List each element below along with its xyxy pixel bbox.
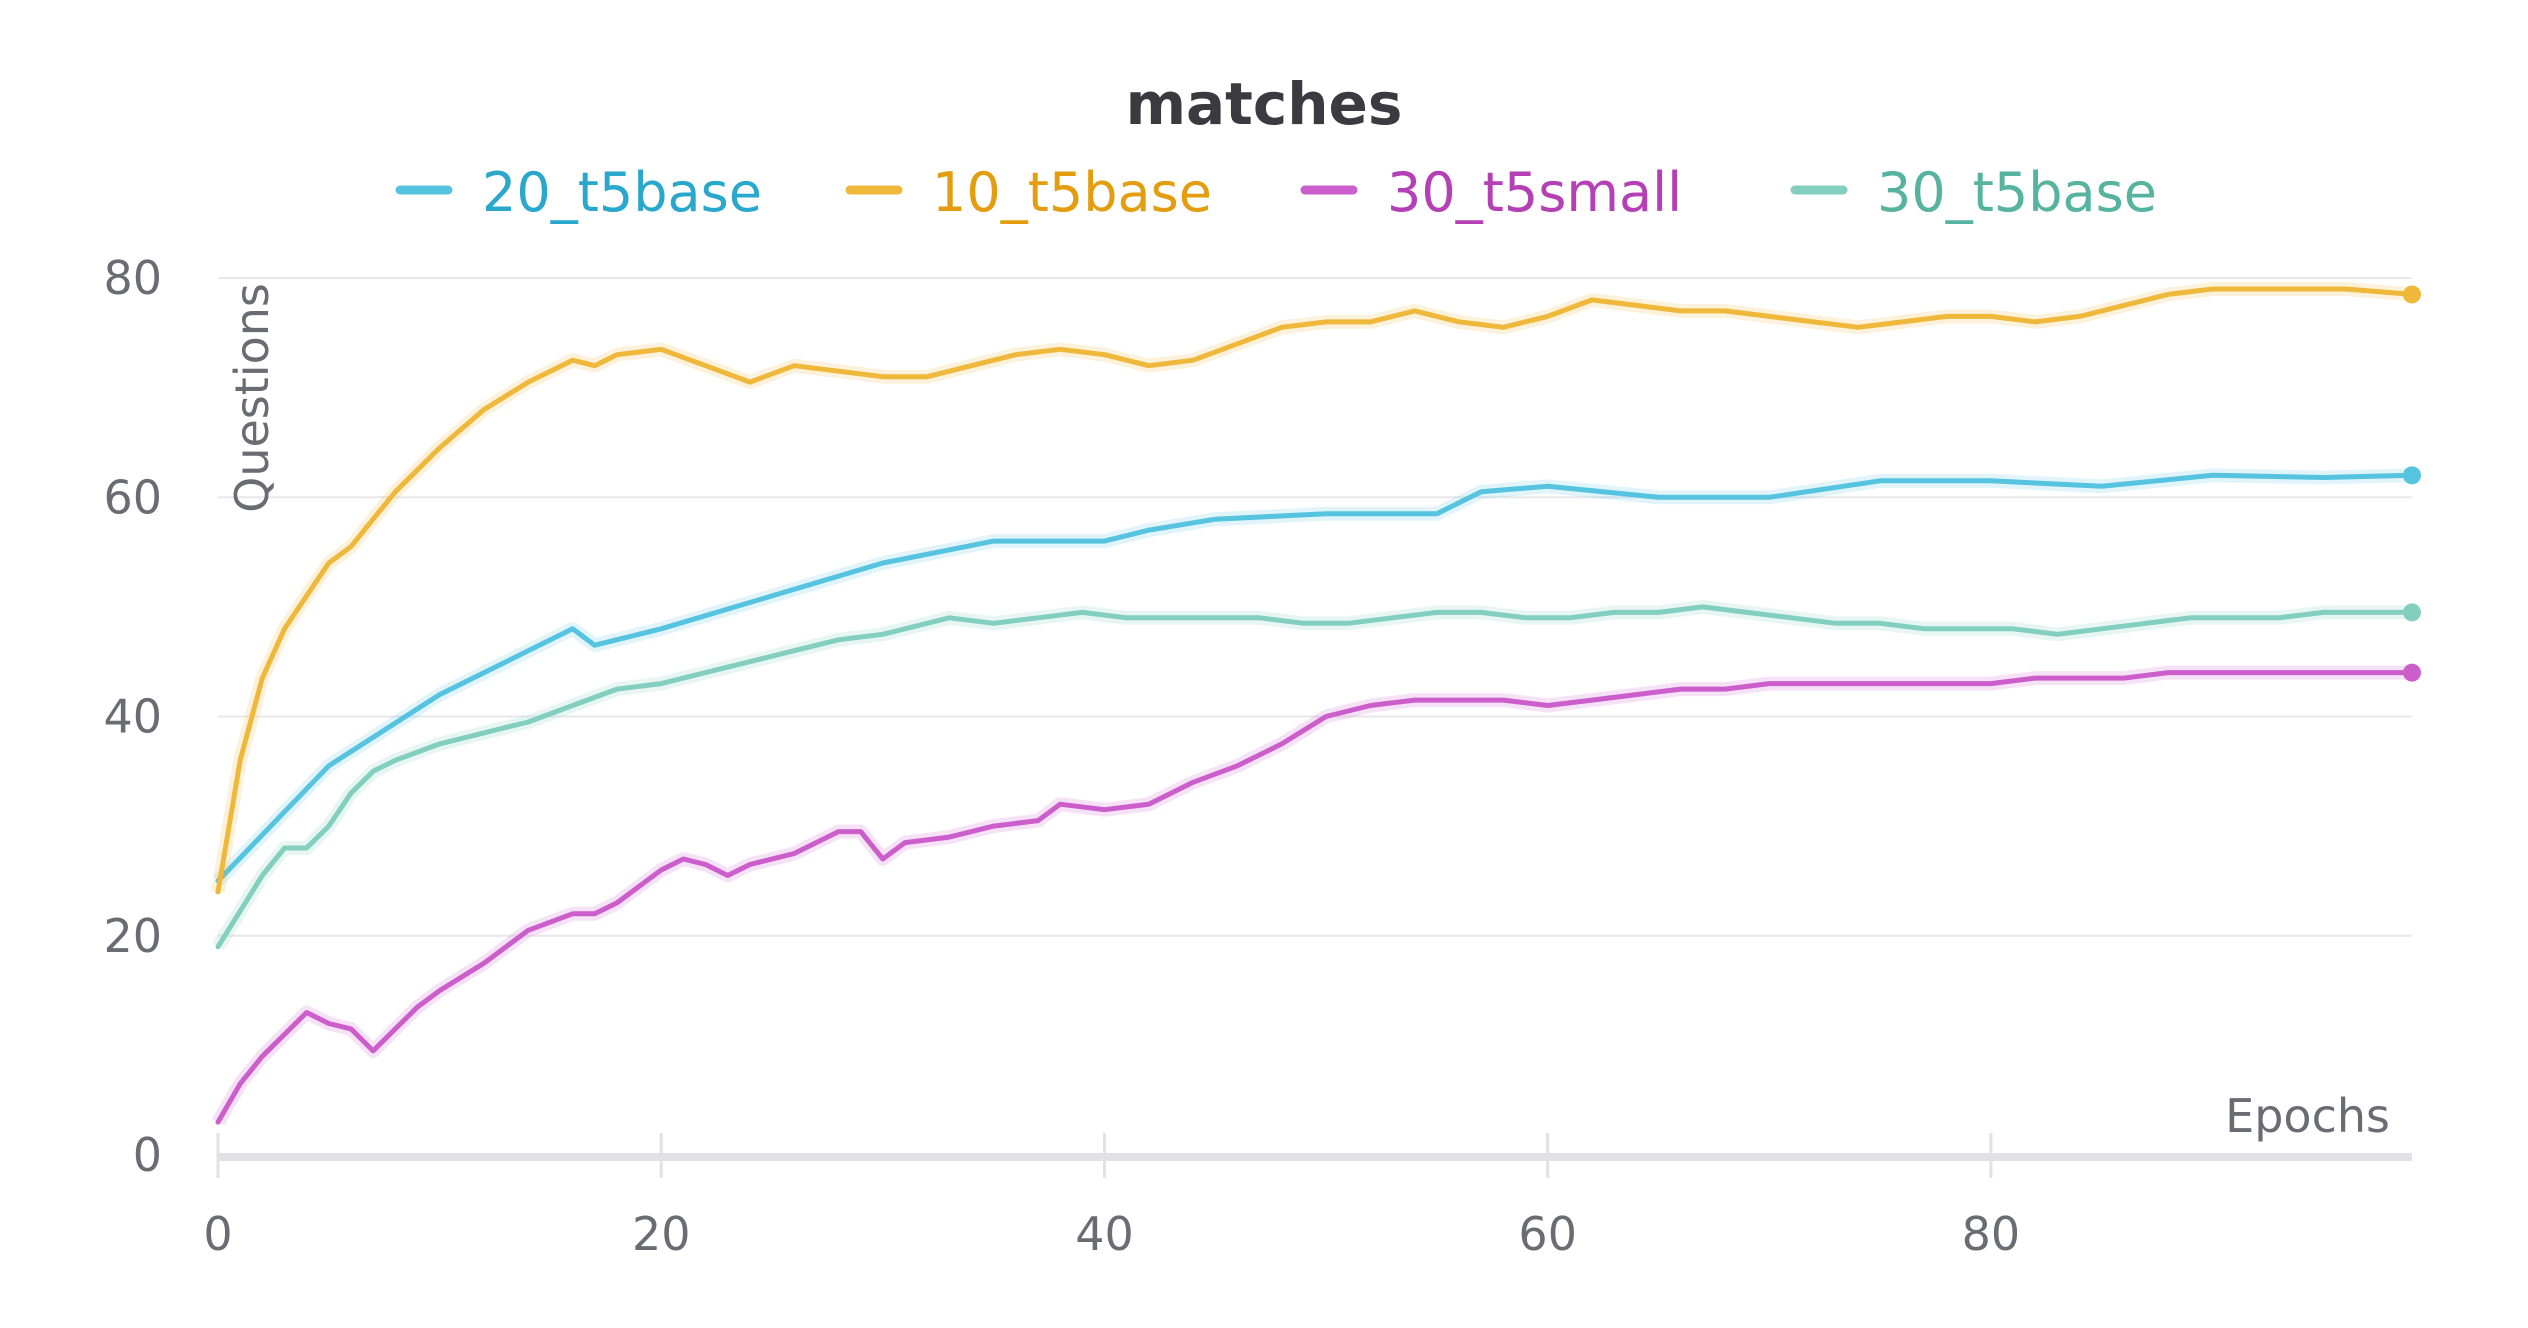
legend-item[interactable]: 30_t5small (1300, 161, 1682, 224)
y-tick-label: 80 (103, 251, 162, 305)
x-tick-label: 20 (632, 1207, 691, 1261)
legend-label: 20_t5base (482, 161, 762, 224)
x-tick-label: 80 (1962, 1207, 2021, 1261)
series-halo (211, 665, 2412, 1126)
legend-item[interactable]: 20_t5base (395, 161, 762, 224)
x-tick-label: 0 (203, 1207, 232, 1261)
series-layer (211, 282, 2421, 1126)
y-tick-label: 20 (103, 909, 162, 963)
x-tick-label: 60 (1518, 1207, 1577, 1261)
series-line (215, 472, 2415, 884)
legend-label: 10_t5base (932, 161, 1212, 224)
series-line (215, 286, 2415, 895)
y-tick-label: 60 (103, 470, 162, 524)
y-tick-label: 0 (133, 1128, 162, 1182)
y-axis-label: Questions (225, 283, 279, 513)
chart-title: matches (1126, 70, 1403, 138)
legend-item[interactable]: 10_t5base (845, 161, 1212, 224)
series-line (215, 670, 2415, 1125)
series-20_t5base (212, 466, 2421, 886)
legend-label: 30_t5base (1877, 161, 2157, 224)
series-end-point[interactable] (2403, 466, 2421, 485)
series-10_t5base (211, 282, 2421, 895)
series-end-point[interactable] (2403, 285, 2421, 304)
series-halo (211, 282, 2413, 894)
x-axis-label: Epochs (2225, 1089, 2390, 1143)
series-line (215, 604, 2415, 950)
axes: 0 20 40 60 80 0 20 40 60 80 (103, 251, 2412, 1261)
y-tick-label: 40 (103, 690, 162, 744)
series-halo (212, 599, 2412, 951)
series-30_t5base (212, 599, 2421, 951)
legend: 20_t5base 10_t5base 30_t5small 30_t5base (395, 161, 2157, 224)
series-end-point[interactable] (2403, 603, 2421, 622)
series-end-point[interactable] (2403, 663, 2421, 682)
legend-item[interactable]: 30_t5base (1790, 161, 2157, 224)
legend-label: 30_t5small (1387, 161, 1682, 224)
series-30_t5small (211, 663, 2421, 1126)
x-tick-label: 40 (1075, 1207, 1134, 1261)
grid-lines (218, 277, 2412, 937)
